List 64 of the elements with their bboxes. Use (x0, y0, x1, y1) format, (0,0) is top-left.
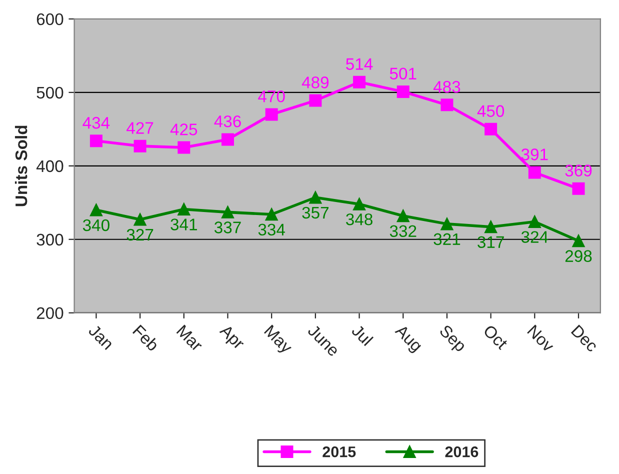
data-label: 434 (82, 116, 110, 129)
point (440, 98, 454, 112)
x-tick-label: Apr (216, 324, 246, 352)
point (265, 108, 278, 121)
data-label: 483 (433, 80, 460, 93)
x-tick-label: Aug (392, 324, 423, 354)
y-tick-label: 500 (36, 86, 64, 99)
x-tick-label: Nov (526, 324, 556, 353)
data-label: 341 (170, 218, 197, 230)
x-tick-label: Jan (88, 324, 114, 350)
point (484, 220, 498, 234)
data-label: 436 (214, 115, 241, 128)
data-label: 501 (390, 68, 416, 80)
point (353, 76, 366, 88)
point (528, 166, 541, 179)
point (221, 133, 234, 146)
data-label: 357 (302, 206, 328, 219)
data-label: 298 (565, 250, 592, 262)
data-label: 489 (302, 76, 329, 88)
legend-label: 2015 (322, 446, 356, 458)
data-label: 369 (565, 164, 592, 176)
point (265, 208, 278, 221)
point (221, 206, 234, 218)
point (134, 140, 146, 152)
point (396, 210, 410, 222)
y-tick-label: 300 (36, 234, 64, 246)
x-tick-label: Mar (176, 324, 204, 352)
y-tick-label: 200 (36, 307, 64, 320)
x-tick-label: Oct (482, 324, 509, 350)
data-label: 425 (170, 124, 198, 136)
data-label: 427 (126, 122, 154, 134)
y-tick-label: 400 (36, 160, 64, 172)
point (528, 215, 541, 228)
point (572, 182, 585, 195)
x-tick-label: May (262, 324, 294, 356)
data-label: 334 (258, 224, 286, 236)
point (440, 218, 454, 230)
legend-label: 2016 (445, 446, 478, 458)
data-label: 340 (82, 219, 110, 232)
data-label: 337 (214, 222, 241, 234)
point (353, 198, 366, 210)
point (309, 191, 322, 204)
data-label: 514 (346, 58, 373, 70)
point (178, 202, 190, 216)
data-label: 450 (477, 105, 504, 117)
data-label: 391 (521, 148, 548, 160)
data-label: 332 (390, 225, 416, 237)
x-tick-label: Dec (570, 324, 599, 353)
x-tick-label: Feb (132, 324, 160, 352)
point (178, 141, 190, 154)
point (90, 204, 102, 216)
x-tick-label: Sep (436, 324, 468, 355)
data-label: 470 (258, 90, 285, 102)
point (309, 94, 322, 107)
point (572, 234, 585, 248)
y-axis-title: Units Sold (14, 126, 28, 206)
point (90, 134, 102, 148)
y-tick-label: 600 (36, 13, 64, 26)
data-label: 348 (346, 213, 372, 226)
point (134, 213, 146, 226)
point (484, 122, 498, 136)
data-label: 327 (126, 228, 154, 241)
point (396, 85, 410, 98)
x-tick-label: Jul (350, 323, 374, 346)
